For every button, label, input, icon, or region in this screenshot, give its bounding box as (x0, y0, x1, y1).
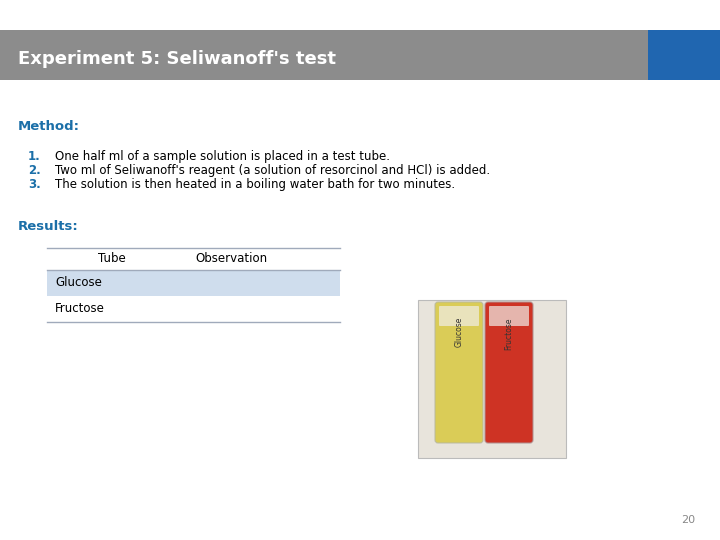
Text: Fructose: Fructose (55, 302, 105, 315)
Text: 3.: 3. (28, 178, 41, 191)
Text: Method:: Method: (18, 120, 80, 133)
Bar (648, 30, 720, 80)
Bar (47, 248, 340, 270)
Text: The solution is then heated in a boiling water bath for two minutes.: The solution is then heated in a boiling… (55, 178, 455, 191)
FancyBboxPatch shape (435, 302, 483, 443)
Text: Glucose: Glucose (55, 276, 102, 289)
Text: Two ml of Seliwanoff's reagent (a solution of resorcinol and HCl) is added.: Two ml of Seliwanoff's reagent (a soluti… (55, 164, 490, 177)
Bar (418, 300, 566, 458)
Bar (47, 296, 340, 322)
Text: Observation: Observation (196, 253, 268, 266)
Text: Experiment 5: Seliwanoff's test: Experiment 5: Seliwanoff's test (18, 50, 336, 68)
FancyBboxPatch shape (485, 302, 533, 443)
Text: Tube: Tube (98, 253, 125, 266)
Bar (0, 30, 648, 80)
Text: 2.: 2. (28, 164, 41, 177)
FancyBboxPatch shape (439, 306, 479, 326)
Text: One half ml of a sample solution is placed in a test tube.: One half ml of a sample solution is plac… (55, 150, 390, 163)
Text: 1.: 1. (28, 150, 41, 163)
Text: Fructose: Fructose (505, 317, 513, 349)
Text: 20: 20 (681, 515, 695, 525)
Bar (47, 270, 340, 296)
Text: Glucose: Glucose (454, 317, 464, 347)
Text: Results:: Results: (18, 220, 78, 233)
FancyBboxPatch shape (489, 306, 529, 326)
